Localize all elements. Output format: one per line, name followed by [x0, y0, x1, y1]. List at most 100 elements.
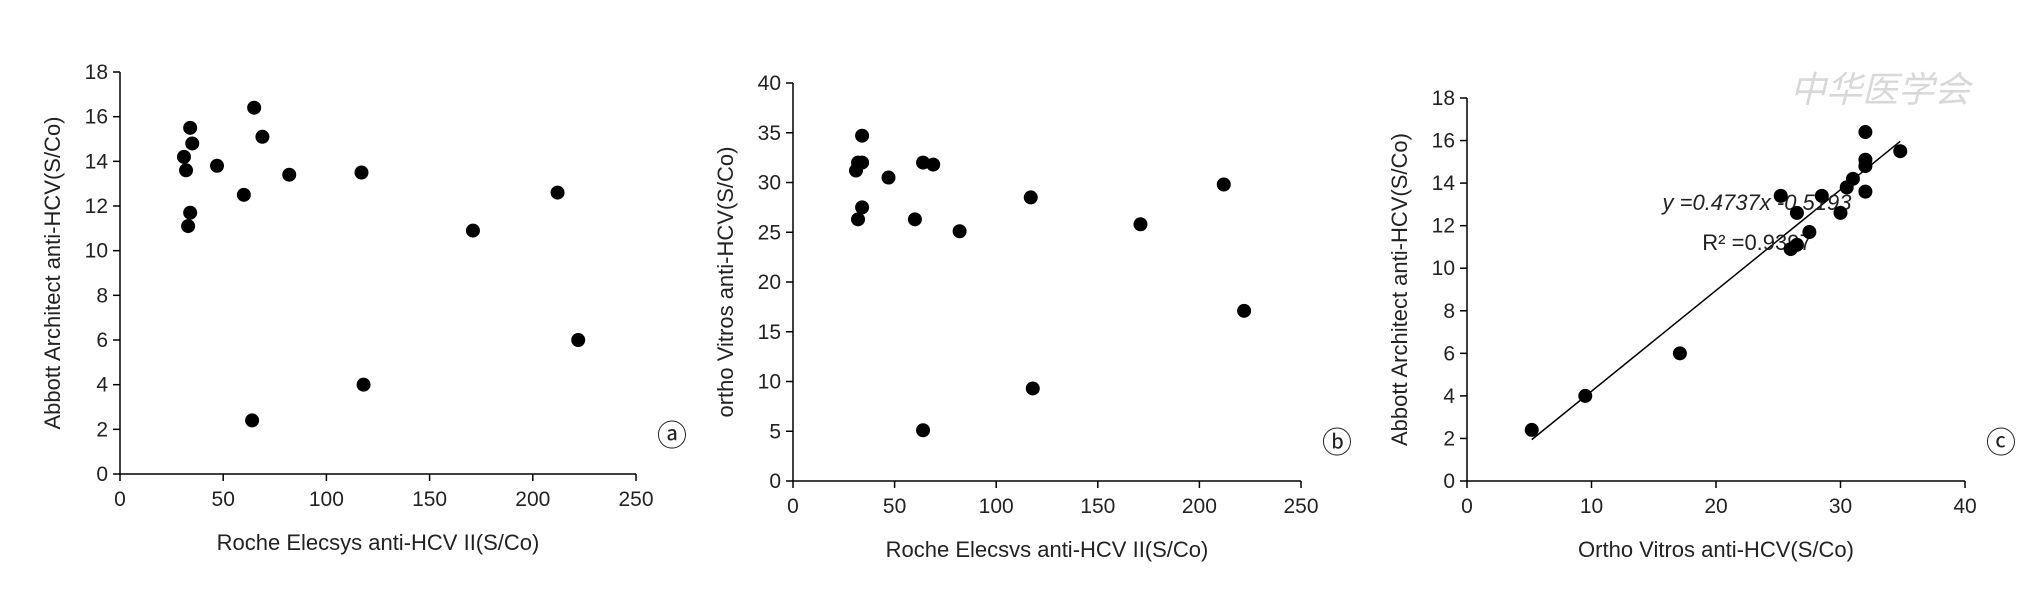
point	[855, 128, 870, 143]
point	[1858, 125, 1873, 140]
point	[236, 187, 251, 202]
x-axis-title: Roche Elecsys anti-HCV II(S/Co)	[217, 530, 540, 555]
y-tick-label: 6	[96, 329, 108, 352]
y-axis-title: Abbott Architect anti-HCV(S/Co)	[1387, 133, 1412, 446]
x-tick-label: 250	[618, 488, 653, 511]
x-axis-title: Roche Elecsvs anti-HCV II(S/Co)	[886, 537, 1209, 562]
x-tick-label: 0	[1461, 495, 1473, 518]
point	[550, 185, 565, 200]
x-tick-label: 50	[212, 488, 235, 511]
y-tick-label: 4	[96, 374, 108, 397]
point	[1216, 177, 1231, 192]
point	[1814, 188, 1829, 203]
point	[247, 100, 262, 115]
y-tick-label: 2	[1443, 427, 1455, 450]
x-axis-title: Ortho Vitros anti-HCV(S/Co)	[1578, 537, 1854, 562]
point	[1025, 381, 1040, 396]
point	[1858, 159, 1873, 174]
y-tick-label: 40	[758, 72, 781, 95]
point	[183, 205, 198, 220]
y-tick-label: 18	[85, 61, 108, 84]
panel-label: ⓒ	[1986, 427, 2016, 460]
point	[210, 158, 225, 173]
point	[926, 157, 941, 172]
x-tick-label: 250	[1283, 495, 1318, 518]
y-tick-label: 12	[1432, 215, 1455, 238]
point	[952, 224, 967, 239]
y-tick-label: 10	[85, 240, 108, 263]
y-tick-label: 8	[1443, 300, 1455, 323]
point	[1133, 217, 1148, 232]
x-tick-label: 150	[1080, 495, 1115, 518]
x-tick-label: 10	[1580, 495, 1603, 518]
y-tick-label: 14	[1432, 172, 1456, 195]
y-tick-label: 16	[85, 106, 108, 129]
y-tick-label: 15	[758, 321, 781, 344]
x-tick-label: 40	[1953, 495, 1976, 518]
y-tick-label: 18	[1432, 87, 1455, 110]
point	[255, 129, 270, 144]
point	[185, 136, 200, 151]
point	[1773, 188, 1788, 203]
y-tick-label: 8	[96, 284, 108, 307]
y-axis-title: ortho Vitros anti-HCV(S/Co)	[713, 146, 738, 417]
trendline	[1531, 140, 1901, 441]
y-axis-title: Abbott Architect anti-HCV(S/Co)	[40, 116, 65, 429]
point	[851, 212, 866, 227]
x-tick-label: 0	[114, 488, 126, 511]
panel-label: ⓑ	[1322, 427, 1352, 460]
x-tick-label: 0	[787, 495, 799, 518]
point	[245, 413, 260, 428]
point	[181, 219, 196, 234]
x-tick-label: 100	[979, 495, 1014, 518]
y-tick-label: 6	[1443, 342, 1455, 365]
point	[1789, 205, 1804, 220]
y-tick-label: 30	[758, 172, 781, 195]
y-tick-label: 35	[758, 122, 781, 145]
y-tick-label: 0	[769, 470, 781, 493]
point	[855, 200, 870, 215]
point	[1858, 184, 1873, 199]
x-tick-label: 20	[1704, 495, 1727, 518]
y-tick-label: 4	[1443, 385, 1455, 408]
point	[1237, 303, 1252, 318]
point	[183, 120, 198, 135]
x-tick-label: 200	[1182, 495, 1217, 518]
x-tick-label: 150	[412, 488, 447, 511]
x-tick-label: 200	[515, 488, 550, 511]
point	[916, 423, 931, 438]
y-tick-label: 10	[1432, 257, 1455, 280]
y-tick-label: 5	[769, 420, 781, 443]
point	[1023, 190, 1038, 205]
y-tick-label: 0	[96, 463, 108, 486]
x-tick-label: 50	[883, 495, 906, 518]
y-tick-label: 2	[96, 418, 108, 441]
point	[176, 149, 191, 164]
y-tick-label: 12	[85, 195, 108, 218]
point	[1893, 144, 1908, 159]
point	[465, 223, 480, 238]
y-tick-label: 0	[1443, 470, 1455, 493]
y-tick-label: 14	[85, 150, 109, 173]
panel-label: ⓐ	[657, 420, 687, 453]
y-tick-label: 10	[758, 371, 781, 394]
point	[1833, 205, 1848, 220]
y-tick-label: 25	[758, 221, 781, 244]
point	[1524, 422, 1539, 437]
point	[1672, 346, 1687, 361]
x-tick-label: 30	[1829, 495, 1852, 518]
point	[1578, 388, 1593, 403]
point	[282, 167, 297, 182]
watermark: 中华医学会	[1790, 69, 1974, 110]
point	[907, 212, 922, 227]
point	[881, 170, 896, 185]
point	[1789, 237, 1804, 252]
point	[855, 155, 870, 170]
point	[354, 165, 369, 180]
point	[1845, 171, 1860, 186]
y-tick-label: 20	[758, 271, 781, 294]
point	[179, 163, 194, 178]
y-tick-label: 16	[1432, 130, 1455, 153]
point	[356, 377, 371, 392]
